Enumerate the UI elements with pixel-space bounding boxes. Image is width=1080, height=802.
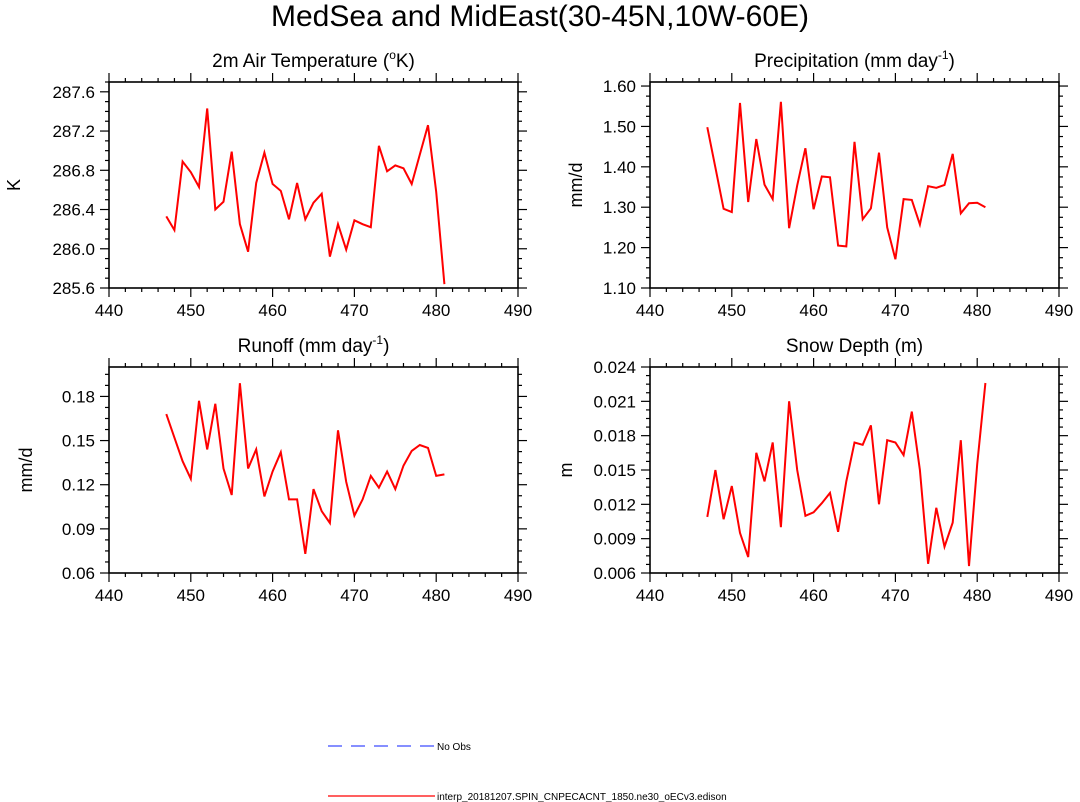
y-tick-label: 0.012 — [593, 495, 636, 514]
plot-frame — [649, 81, 1060, 289]
y-axis-label: m — [556, 463, 576, 478]
y-axis-label: mm/d — [566, 163, 586, 208]
x-tick-label: 440 — [95, 586, 123, 605]
x-tick-label: 480 — [422, 301, 450, 320]
x-tick-label: 440 — [95, 301, 123, 320]
legend-label-model: interp_20181207.SPIN_CNPECACNT_1850.ne30… — [437, 792, 727, 802]
y-tick-label: 0.006 — [593, 564, 636, 583]
x-tick-label: 490 — [504, 586, 532, 605]
y-tick-label: 0.015 — [593, 461, 636, 480]
y-tick-label: 0.021 — [593, 392, 636, 411]
y-tick-label: 287.2 — [52, 122, 95, 141]
panel-title-precipitation: Precipitation (mm day-1) — [754, 48, 955, 72]
legend: No Obs interp_20181207.SPIN_CNPECACNT_18… — [328, 742, 727, 802]
x-tick-label: 490 — [1045, 301, 1073, 320]
series-line-air-temperature — [165, 108, 446, 285]
x-tick-label: 450 — [718, 301, 746, 320]
panel-snow-depth: Snow Depth (m) 440 450 460 470 480 490 0.006 0.0… — [556, 336, 1073, 605]
y-tick-label: 0.12 — [62, 476, 95, 495]
y-tick-label: 286.4 — [52, 201, 95, 220]
x-tick-label: 470 — [340, 586, 368, 605]
y-tick-label: 1.30 — [603, 198, 636, 217]
panel-title-snow-depth: Snow Depth (m) — [786, 336, 923, 357]
x-tick-label: 450 — [718, 586, 746, 605]
y-tick-label: 1.10 — [603, 279, 636, 298]
x-tick-label: 470 — [881, 586, 909, 605]
x-tick-label: 460 — [799, 586, 827, 605]
x-tick-label: 490 — [504, 301, 532, 320]
x-tick-label: 480 — [963, 586, 991, 605]
series-line-snow-depth — [706, 382, 987, 567]
x-tick-label: 480 — [422, 586, 450, 605]
x-tick-label: 440 — [636, 301, 664, 320]
plot-frame — [108, 366, 519, 574]
y-axis-label: K — [4, 179, 24, 191]
x-tick-label: 450 — [177, 586, 205, 605]
y-tick-label: 0.15 — [62, 432, 95, 451]
x-tick-label: 460 — [258, 301, 286, 320]
series-line-runoff — [165, 383, 445, 555]
y-tick-label: 0.18 — [62, 387, 95, 406]
y-tick-label: 286.0 — [52, 240, 95, 259]
panel-title-runoff: Runoff (mm day-1) — [238, 333, 390, 357]
y-tick-label: 285.6 — [52, 279, 95, 298]
y-tick-label: 1.60 — [603, 77, 636, 96]
figure-title: MedSea and MidEast(30-45N,10W-60E) — [271, 0, 809, 33]
panel-title-air-temperature: 2m Air Temperature (oK) — [212, 48, 415, 72]
y-tick-label: 0.09 — [62, 520, 95, 539]
panel-runoff: Runoff (mm day-1) 440 450 460 470 480 490 0.06 0… — [16, 333, 532, 605]
y-tick-label: 287.6 — [52, 83, 95, 102]
legend-label-no-obs: No Obs — [437, 742, 471, 753]
x-tick-label: 460 — [258, 586, 286, 605]
x-tick-label: 450 — [177, 301, 205, 320]
y-tick-label: 286.8 — [52, 161, 95, 180]
y-tick-label: 0.009 — [593, 530, 636, 549]
y-tick-label: 1.50 — [603, 117, 636, 136]
y-tick-label: 0.06 — [62, 564, 95, 583]
x-tick-label: 460 — [799, 301, 827, 320]
series-line-precipitation — [706, 101, 986, 260]
x-tick-label: 480 — [963, 301, 991, 320]
x-tick-label: 440 — [636, 586, 664, 605]
panel-precipitation: Precipitation (mm day-1) 440 450 460 470 480 4… — [566, 48, 1073, 320]
plot-frame — [649, 366, 1060, 574]
x-tick-label: 470 — [340, 301, 368, 320]
panel-air-temperature: 2m Air Temperature (oK) 440 450 460 470 480 49… — [4, 48, 532, 320]
y-tick-label: 0.018 — [593, 427, 636, 446]
x-tick-label: 470 — [881, 301, 909, 320]
y-tick-label: 1.20 — [603, 239, 636, 258]
y-axis-label: mm/d — [16, 448, 36, 493]
y-tick-label: 1.40 — [603, 158, 636, 177]
plot-frame — [108, 81, 519, 289]
x-tick-label: 490 — [1045, 586, 1073, 605]
y-tick-label: 0.024 — [593, 358, 636, 377]
